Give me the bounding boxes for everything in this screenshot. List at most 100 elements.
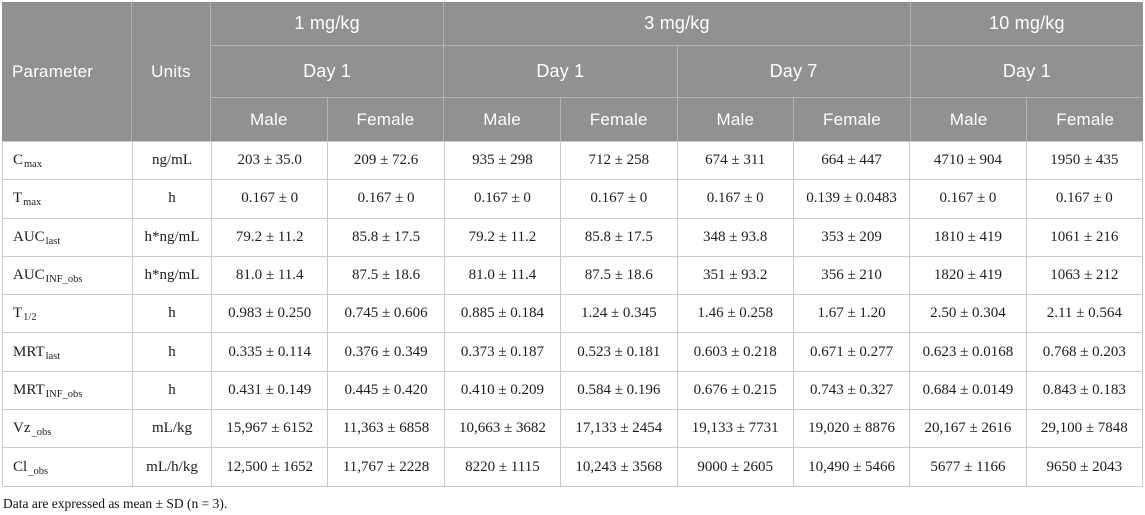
value-cell: 203 ± 35.0	[212, 142, 328, 180]
value-cell: 5677 ± 1166	[910, 448, 1026, 486]
day-header-1mgkg-day1: Day 1	[211, 46, 444, 97]
value-cell: 0.584 ± 0.196	[561, 371, 677, 410]
sex-header-10mgkg-day1-female: Female	[1027, 98, 1143, 141]
value-cell: 17,133 ± 2454	[561, 410, 677, 448]
param-subscript: last	[45, 350, 61, 362]
param-subscript: _obs	[28, 465, 49, 477]
value-cell: 351 ± 93.2	[677, 256, 793, 295]
value-cell: 209 ± 72.6	[328, 142, 444, 180]
value-cell: 10,243 ± 3568	[561, 448, 677, 486]
units-column-header: Units	[132, 2, 210, 141]
param-base: AUC	[13, 267, 45, 284]
value-cell: 0.167 ± 0	[561, 180, 677, 218]
value-cell: 1.46 ± 0.258	[677, 295, 793, 333]
param-subscript: _obs	[31, 427, 52, 439]
param-subscript: INF_obs	[45, 274, 83, 286]
sex-header-3mgkg-day7-male: Male	[677, 98, 794, 141]
parameter-column-header: Parameter	[2, 2, 131, 141]
param-cell: AUC last	[3, 218, 132, 256]
units-cell: mL/h/kg	[133, 448, 211, 486]
value-cell: 79.2 ± 11.2	[444, 218, 561, 256]
units-cell: h	[133, 371, 211, 410]
value-cell: 0.445 ± 0.420	[328, 371, 444, 410]
param-cell: MRT INF_obs	[3, 371, 132, 410]
param-cell: AUC INF_obs	[3, 256, 132, 295]
param-subscript: max	[23, 197, 42, 209]
sex-header-10mgkg-day1-male: Male	[910, 98, 1027, 141]
value-cell: 9000 ± 2605	[677, 448, 793, 486]
value-cell: 81.0 ± 11.4	[444, 256, 561, 295]
value-cell: 85.8 ± 17.5	[561, 218, 677, 256]
value-cell: 356 ± 210	[793, 256, 910, 295]
value-cell: 2.50 ± 0.304	[910, 295, 1026, 333]
dose-header-3mgkg: 3 mg/kg	[444, 2, 910, 45]
sex-header-3mgkg-day1-female: Female	[560, 98, 677, 141]
value-cell: 11,363 ± 6858	[328, 410, 444, 448]
param-cell: Cl _obs	[3, 448, 132, 486]
sex-header-3mgkg-day1-male: Male	[444, 98, 560, 141]
param-subscript: INF_obs	[45, 388, 83, 400]
value-cell: 0.885 ± 0.184	[444, 295, 561, 333]
value-cell: 0.676 ± 0.215	[677, 371, 793, 410]
value-cell: 19,020 ± 8876	[793, 410, 910, 448]
value-cell: 0.523 ± 0.181	[561, 333, 677, 371]
value-cell: 4710 ± 904	[910, 142, 1026, 180]
dose-header-10mgkg: 10 mg/kg	[910, 2, 1143, 45]
sex-header-1mgkg-day1-female: Female	[327, 98, 444, 141]
value-cell: 0.843 ± 0.183	[1026, 371, 1142, 410]
param-subscript: 1/2	[23, 312, 37, 324]
value-cell: 1.67 ± 1.20	[793, 295, 910, 333]
units-cell: h*ng/mL	[133, 218, 211, 256]
value-cell: 87.5 ± 18.6	[328, 256, 444, 295]
value-cell: 935 ± 298	[444, 142, 561, 180]
value-cell: 0.167 ± 0	[910, 180, 1026, 218]
units-cell: h	[133, 295, 211, 333]
value-cell: 10,490 ± 5466	[793, 448, 910, 486]
value-cell: 0.167 ± 0	[212, 180, 328, 218]
param-subscript: max	[24, 159, 43, 171]
value-cell: 85.8 ± 17.5	[328, 218, 444, 256]
value-cell: 12,500 ± 1652	[212, 448, 328, 486]
value-cell: 29,100 ± 7848	[1026, 410, 1142, 448]
value-cell: 353 ± 209	[793, 218, 910, 256]
value-cell: 0.410 ± 0.209	[444, 371, 561, 410]
day-header-10mgkg-day1: Day 1	[910, 46, 1143, 97]
value-cell: 0.167 ± 0	[677, 180, 793, 218]
value-cell: 0.983 ± 0.250	[212, 295, 328, 333]
value-cell: 11,767 ± 2228	[328, 448, 444, 486]
param-cell: Vz _obs	[3, 410, 132, 448]
table-header: Parameter Units 1 mg/kg 3 mg/kg 10 mg/kg…	[2, 2, 1143, 141]
param-base: AUC	[13, 228, 45, 245]
param-base: T	[13, 190, 23, 207]
units-cell: h	[133, 180, 211, 218]
value-cell: 8220 ± 1115	[444, 448, 561, 486]
value-cell: 0.335 ± 0.114	[212, 333, 328, 371]
param-base: MRT	[13, 381, 45, 398]
value-cell: 348 ± 93.8	[677, 218, 793, 256]
param-cell: T 1/2	[3, 295, 132, 333]
value-cell: 0.603 ± 0.218	[677, 333, 793, 371]
value-cell: 0.373 ± 0.187	[444, 333, 561, 371]
sex-header-1mgkg-day1-male: Male	[211, 98, 327, 141]
value-cell: 0.684 ± 0.0149	[910, 371, 1026, 410]
units-cell: h*ng/mL	[133, 256, 211, 295]
value-cell: 10,663 ± 3682	[444, 410, 561, 448]
value-cell: 0.167 ± 0	[444, 180, 561, 218]
value-cell: 674 ± 311	[677, 142, 793, 180]
value-cell: 712 ± 258	[561, 142, 677, 180]
table-footnote: Data are expressed as mean ± SD (n = 3).	[3, 495, 228, 511]
value-cell: 0.671 ± 0.277	[793, 333, 910, 371]
value-cell: 9650 ± 2043	[1026, 448, 1142, 486]
value-cell: 15,967 ± 6152	[212, 410, 328, 448]
value-cell: 87.5 ± 18.6	[561, 256, 677, 295]
value-cell: 1.24 ± 0.345	[561, 295, 677, 333]
value-cell: 0.376 ± 0.349	[328, 333, 444, 371]
value-cell: 0.167 ± 0	[1026, 180, 1142, 218]
units-cell: ng/mL	[133, 142, 211, 180]
param-base: Vz	[13, 420, 31, 437]
